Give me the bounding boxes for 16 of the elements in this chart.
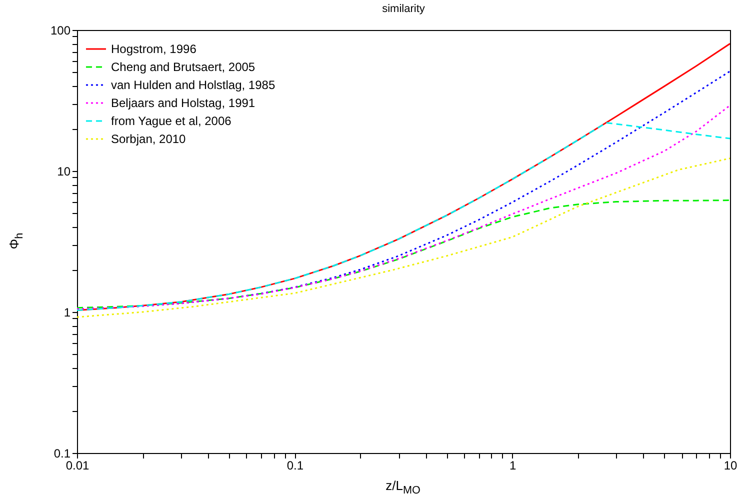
y-tick-label: 0.1: [54, 446, 71, 460]
legend-label: from Yague et al, 2006: [111, 114, 232, 128]
y-tick-label: 100: [50, 24, 71, 38]
x-tick-label: 10: [724, 458, 738, 472]
y-tick-label: 1: [64, 306, 71, 320]
x-axis-title: z/L$_{MO}$: [384, 478, 422, 497]
chart-title: similarity: [382, 3, 426, 15]
x-tick-label: 0.01: [66, 458, 90, 472]
x-tick-label: 0.1: [286, 458, 304, 472]
legend-label: Beljaars and Holstag, 1991: [111, 96, 256, 110]
legend-label: Hogstrom, 1996: [111, 42, 197, 56]
y-tick-label: 10: [57, 164, 71, 178]
legend-label: Cheng and Brutsaert, 2005: [111, 60, 256, 74]
legend-label: Sorbjan, 2010: [111, 132, 186, 146]
legend-label: van Hulden and Holstlag, 1985: [111, 78, 276, 92]
x-tick-label: 1: [509, 458, 516, 472]
